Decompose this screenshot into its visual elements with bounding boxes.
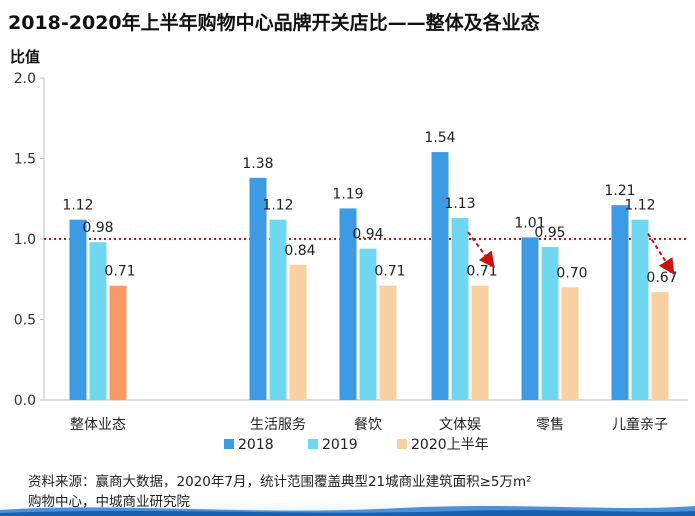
x-category-label: 生活服务 xyxy=(250,417,306,433)
bar xyxy=(611,205,629,400)
bar xyxy=(651,292,669,400)
bar-value-label: 0.84 xyxy=(284,243,315,259)
bar-value-label: 1.12 xyxy=(62,198,93,214)
bar xyxy=(269,219,287,400)
y-tick-label: 1.0 xyxy=(14,232,36,248)
bar-value-label: 1.19 xyxy=(332,186,363,202)
footer-wave-decoration xyxy=(0,506,695,516)
bar xyxy=(451,218,469,400)
x-category-label: 文体娱 xyxy=(439,417,481,433)
x-category-label: 整体业态 xyxy=(70,417,126,433)
bar-value-label: 1.01 xyxy=(514,215,545,231)
bar-value-label: 1.12 xyxy=(624,198,655,214)
bar xyxy=(631,219,649,400)
bar xyxy=(541,247,559,400)
bar xyxy=(561,287,579,400)
source-note-line-2: 购物中心，中城商业研究院 xyxy=(28,494,190,510)
bar-value-label: 1.13 xyxy=(444,196,475,212)
bar xyxy=(89,242,107,400)
y-tick-label: 2.0 xyxy=(14,71,36,87)
bar xyxy=(471,285,489,400)
x-category-label: 零售 xyxy=(536,417,564,433)
bar-value-label: 0.67 xyxy=(646,270,677,286)
bar-value-label: 0.71 xyxy=(374,264,405,280)
bar-value-label: 1.54 xyxy=(424,130,455,146)
y-tick-label: 0.0 xyxy=(14,393,36,409)
x-category-label: 餐饮 xyxy=(354,417,382,433)
bar-value-label: 1.38 xyxy=(242,156,273,172)
bar xyxy=(359,248,377,400)
bar-value-label: 1.12 xyxy=(262,198,293,214)
bar xyxy=(289,264,307,400)
bar-value-label: 0.98 xyxy=(82,220,113,236)
y-axis-label: 比值 xyxy=(10,48,40,66)
legend-swatch xyxy=(397,439,407,449)
bar-chart: 比值 0.0 0.5 1.0 1.5 2.0 1.12 0.98 0.71 整体业态 1.38 1.… xyxy=(10,48,688,453)
bar-value-label: 0.95 xyxy=(534,225,565,241)
source-note-line-1: 资料来源：赢商大数据，2020年7月，统计范围覆盖典型21城商业建筑面积≥5万m… xyxy=(28,474,532,490)
legend-swatch xyxy=(224,439,234,449)
legend-label: 2019 xyxy=(322,437,358,453)
trend-arrow xyxy=(467,231,495,269)
bar-value-label: 0.70 xyxy=(556,265,587,281)
chart-title: 2018-2020年上半年购物中心品牌开关店比——整体及各业态 xyxy=(8,12,540,34)
bar-value-label: 0.71 xyxy=(466,264,497,280)
bar xyxy=(339,208,357,400)
legend-swatch xyxy=(308,439,318,449)
bar-value-label: 0.71 xyxy=(104,264,135,280)
bar xyxy=(249,177,267,400)
y-tick-label: 1.5 xyxy=(14,152,36,168)
bar-value-label: 0.94 xyxy=(352,227,383,243)
bar xyxy=(521,237,539,400)
bar xyxy=(431,152,449,400)
y-tick-label: 0.5 xyxy=(14,313,36,329)
bar xyxy=(109,285,127,400)
footer: 资料来源：赢商大数据，2020年7月，统计范围覆盖典型21城商业建筑面积≥5万m… xyxy=(0,462,695,516)
bar xyxy=(69,219,87,400)
bar xyxy=(379,285,397,400)
legend-label: 2018 xyxy=(238,437,274,453)
bar-value-label: 1.21 xyxy=(604,183,635,199)
x-category-label: 儿童亲子 xyxy=(612,416,668,433)
legend-label: 2020上半年 xyxy=(411,437,489,453)
